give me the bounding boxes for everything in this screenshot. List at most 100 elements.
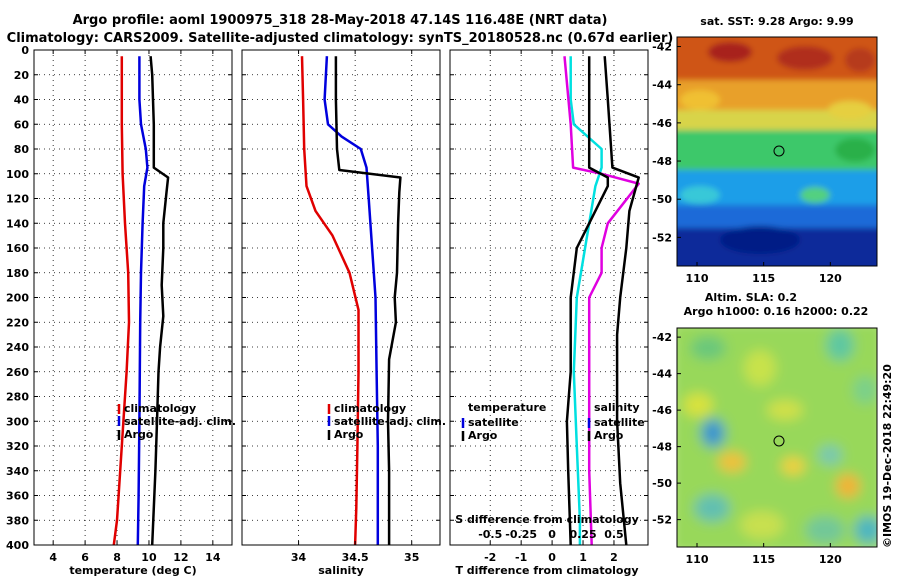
difference-panel-frame	[449, 49, 649, 546]
lat-tick-label: -48	[652, 441, 672, 454]
temperature-axis-label: temperature (deg C)	[69, 564, 196, 577]
x-tick-label: 8	[113, 551, 121, 564]
series-line-satellite-adj-clim-	[323, 56, 380, 545]
legend-label-climatology: climatology	[124, 402, 196, 415]
lat-tick-label: -42	[652, 41, 672, 54]
s-diff-tick-label: -0.25	[505, 528, 537, 541]
depth-tick-label: 140	[6, 217, 29, 230]
x-tick-label: 10	[141, 551, 157, 564]
lat-tick-label: -50	[652, 477, 672, 490]
salinity-panel-frame	[241, 49, 441, 546]
lat-tick-label: -44	[652, 79, 672, 92]
s-diff-tick-label: 0	[548, 528, 556, 541]
lon-tick-label: 110	[686, 272, 709, 285]
temperature-legend: climatology satellite-adj. clim. Argo	[117, 402, 236, 441]
difference-panel: -2 -1 0 1 2 -0.5 -0.25 0 0.25 0.5 T difference fr…	[449, 49, 649, 577]
salinity-panel: 34 34.5 35 salinity climatology satellite-…	[241, 49, 446, 577]
depth-tick-label: 60	[14, 118, 30, 131]
imos-credit: ©IMOS 19-Dec-2018 22:49:20	[881, 364, 894, 548]
series-line-argo	[149, 56, 170, 546]
depth-tick-label: 260	[6, 366, 29, 379]
legend-label-s-satellite: satellite	[594, 416, 645, 429]
lon-tick-label: 115	[752, 553, 775, 566]
lon-tick-label: 120	[819, 553, 842, 566]
salinity-legend: climatology satellite-adj. clim. Argo	[327, 402, 446, 441]
sla-map-title: Altim. SLA: 0.2	[705, 291, 797, 304]
difference-legend-left: temperature satellite Argo	[461, 401, 546, 442]
lat-tick-label: -50	[652, 193, 672, 206]
x-tick-label: 4	[49, 551, 57, 564]
lat-tick-label: -44	[652, 368, 672, 381]
difference-legend-right: salinity satellite Argo	[587, 401, 645, 442]
x-tick-label: -1	[515, 551, 527, 564]
series-line-t-diff-argo	[603, 56, 640, 546]
x-tick-label: 6	[81, 551, 89, 564]
legend-label-satellite-adj: satellite-adj. clim.	[124, 415, 236, 428]
x-tick-label: 0	[548, 551, 556, 564]
x-tick-label: 12	[173, 551, 188, 564]
legend-label-temperature: temperature	[468, 401, 546, 414]
depth-tick-label: 400	[6, 539, 29, 552]
depth-tick-label: 320	[6, 440, 29, 453]
depth-tick-label: 80	[14, 143, 30, 156]
sla-field	[677, 328, 877, 547]
legend-label-satellite-adj: satellite-adj. clim.	[334, 415, 446, 428]
sla-map-frame	[676, 327, 878, 548]
sst-argo-marker	[773, 145, 785, 157]
depth-tick-label: 200	[6, 292, 29, 305]
depth-tick-label: 0	[21, 44, 29, 57]
s-diff-tick-label: 0.5	[604, 528, 624, 541]
sst-map-frame	[676, 36, 878, 267]
sla-map-subtitle: Argo h1000: 0.16 h2000: 0.22	[684, 305, 869, 318]
legend-label-climatology: climatology	[334, 402, 406, 415]
salinity-axis-label: salinity	[318, 564, 364, 577]
series-line-climatology	[112, 56, 131, 546]
depth-tick-label: 20	[14, 69, 30, 82]
x-tick-label: 2	[610, 551, 618, 564]
depth-tick-label: 360	[6, 490, 29, 503]
x-tick-label: 1	[579, 551, 587, 564]
lat-tick-label: -46	[652, 117, 672, 130]
depth-tick-label: 180	[6, 267, 29, 280]
legend-label-s-argo: Argo	[594, 429, 624, 442]
legend-label-t-argo: Argo	[468, 429, 498, 442]
depth-tick-label: 340	[6, 465, 29, 478]
depth-tick-label: 220	[6, 316, 29, 329]
s-diff-tick-label: -0.5	[478, 528, 502, 541]
lat-tick-label: -46	[652, 404, 672, 417]
depth-tick-label: 120	[6, 193, 29, 206]
legend-label-salinity: salinity	[594, 401, 640, 414]
temperature-panel: 0 20 40 60 80 100 120 140 160 180 200 220 240 260 280 3…	[6, 44, 236, 577]
depth-tick-label: 160	[6, 242, 29, 255]
sst-map-title: sat. SST: 9.28 Argo: 9.99	[700, 15, 853, 28]
depth-tick-label: 280	[6, 391, 29, 404]
lat-tick-label: -52	[652, 231, 672, 244]
sla-map: Altim. SLA: 0.2 Argo h1000: 0.16 h2000: …	[652, 291, 878, 566]
x-tick-label: 35	[404, 551, 419, 564]
depth-tick-label: 100	[6, 168, 29, 181]
sst-map: sat. SST: 9.28 Argo: 9.99	[652, 15, 878, 285]
lon-tick-label: 110	[686, 553, 709, 566]
t-difference-axis-label: T difference from climatology	[455, 564, 638, 577]
depth-tick-label: 240	[6, 341, 29, 354]
lat-tick-label: -52	[652, 514, 672, 527]
depth-tick-label: 40	[14, 94, 30, 107]
x-tick-label: 14	[205, 551, 221, 564]
lon-tick-label: 120	[819, 272, 842, 285]
series-line-s-diff-argo	[565, 56, 610, 546]
figure-title-line2: Climatology: CARS2009. Satellite-adjuste…	[7, 31, 674, 46]
depth-tick-label: 300	[6, 415, 29, 428]
sst-field	[677, 37, 877, 266]
lat-tick-label: -42	[652, 331, 672, 344]
lat-tick-label: -48	[652, 155, 672, 168]
series-line-argo	[334, 56, 402, 545]
sla-argo-marker	[773, 435, 785, 447]
x-tick-label: 34.5	[342, 551, 369, 564]
s-diff-tick-label: 0.25	[569, 528, 596, 541]
x-tick-label: -2	[484, 551, 496, 564]
series-line-t-diff-satellite	[569, 56, 603, 545]
figure-title-line1: Argo profile: aoml 1900975_318 28-May-20…	[73, 13, 608, 28]
x-tick-label: 34	[291, 551, 307, 564]
lon-tick-label: 115	[752, 272, 775, 285]
